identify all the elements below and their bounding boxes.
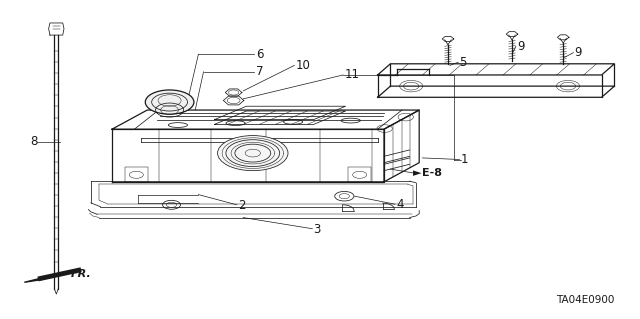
Text: E-8: E-8 bbox=[422, 168, 442, 178]
Polygon shape bbox=[24, 274, 56, 282]
Text: 2: 2 bbox=[238, 199, 246, 212]
Text: TA04E0900: TA04E0900 bbox=[556, 295, 614, 305]
Text: 6: 6 bbox=[256, 48, 264, 61]
Text: 9: 9 bbox=[517, 40, 525, 53]
Text: ►: ► bbox=[413, 168, 421, 178]
Text: FR.: FR. bbox=[70, 269, 91, 279]
Text: 11: 11 bbox=[344, 69, 359, 81]
Text: 4: 4 bbox=[397, 198, 404, 211]
Text: 3: 3 bbox=[314, 223, 321, 236]
Text: 8: 8 bbox=[31, 136, 38, 148]
Text: 7: 7 bbox=[256, 65, 264, 78]
Text: 9: 9 bbox=[575, 46, 582, 59]
Text: 1: 1 bbox=[461, 153, 468, 166]
Circle shape bbox=[218, 136, 288, 171]
Circle shape bbox=[145, 90, 194, 114]
Text: 10: 10 bbox=[296, 59, 310, 72]
Text: 5: 5 bbox=[460, 56, 467, 69]
